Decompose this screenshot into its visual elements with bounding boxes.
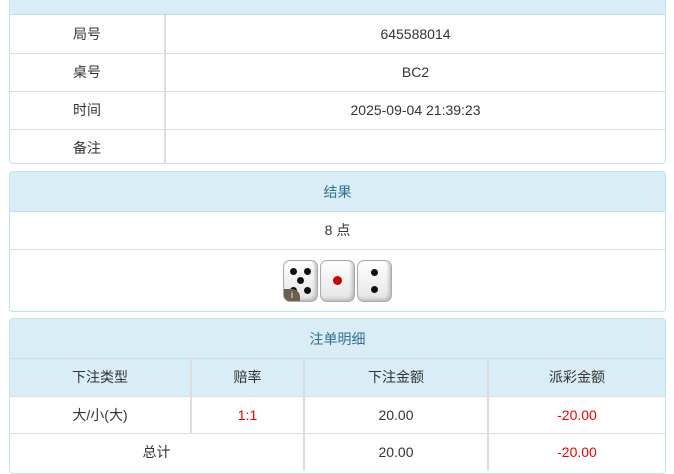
bet-table-header: 下注类型 赔率 下注金额 派彩金额 [10, 359, 665, 397]
info-row-round: 局号 645588014 [10, 15, 665, 54]
total-label: 总计 [142, 444, 171, 461]
value: BC2 [164, 53, 665, 92]
result-points: 8 点 [10, 212, 665, 250]
label: 时间 [10, 91, 165, 130]
info-row-remark: 备注 [10, 129, 665, 163]
info-panel: 局号 645588014 桌号 BC2 时间 2025-09-04 21:39:23 … [9, 0, 666, 164]
header-odds: 赔率 [190, 359, 304, 397]
value: 2025-09-04 21:39:23 [164, 91, 665, 130]
info-row-time: 时间 2025-09-04 21:39:23 [10, 91, 665, 130]
bet-detail-title: 注单明细 [10, 319, 665, 359]
info-row-table: 桌号 BC2 [10, 53, 665, 92]
dice-row: i [10, 250, 665, 311]
die-one [320, 260, 355, 302]
bet-detail-panel: 注单明细 下注类型 赔率 下注金额 派彩金额 大/小(大) 1:1 20.00 … [9, 318, 666, 474]
result-title: 结果 [10, 172, 665, 212]
odds: 1:1 [190, 396, 304, 434]
label: 局号 [10, 15, 165, 54]
info-badge-icon[interactable]: i [284, 289, 300, 301]
payout: -20.00 [487, 396, 665, 434]
table-row: 大/小(大) 1:1 20.00 -20.00 [10, 396, 665, 434]
total-row: 总计 20.00 -20.00 [10, 433, 665, 471]
total-payout: -20.00 [487, 433, 665, 471]
value [164, 129, 665, 163]
result-panel: 结果 8 点 i [9, 171, 666, 312]
info-panel-header [10, 0, 665, 15]
header-amount: 下注金额 [303, 359, 488, 397]
label: 备注 [73, 139, 101, 156]
header-bet-type: 下注类型 [10, 359, 191, 397]
amount: 20.00 [303, 396, 488, 434]
bet-table: 下注类型 赔率 下注金额 派彩金额 大/小(大) 1:1 20.00 -20.0… [10, 359, 665, 471]
bet-type: 大/小(大) [10, 396, 191, 434]
value: 645588014 [164, 15, 665, 54]
label: 桌号 [10, 53, 165, 92]
total-amount: 20.00 [303, 433, 488, 471]
die-five: i [283, 260, 318, 302]
info-table: 局号 645588014 桌号 BC2 时间 2025-09-04 21:39:23 … [10, 15, 665, 163]
header-payout: 派彩金额 [487, 359, 665, 397]
die-two [357, 260, 392, 302]
